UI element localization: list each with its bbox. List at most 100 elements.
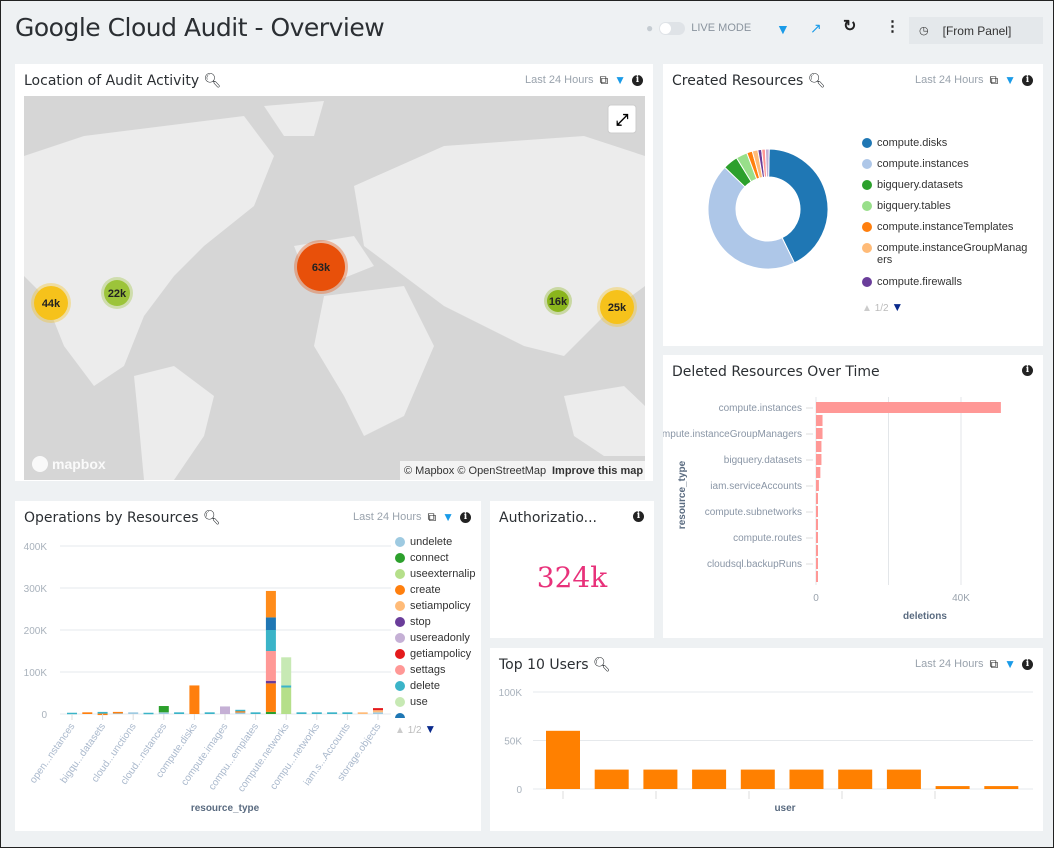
donut-slice[interactable]	[768, 148, 829, 264]
legend-item[interactable]: stop	[395, 616, 479, 632]
bar[interactable]	[935, 786, 970, 789]
bar-segment[interactable]	[143, 712, 154, 715]
legend-item[interactable]: compute.disks	[862, 137, 1032, 158]
donut-slice[interactable]	[764, 148, 770, 178]
bar-segment[interactable]	[67, 712, 77, 715]
bar-segment[interactable]	[311, 712, 322, 714]
legend-item[interactable]: getiampolicy	[395, 648, 479, 664]
legend-item[interactable]: undelete	[395, 536, 479, 552]
bar[interactable]	[740, 769, 775, 789]
bar-segment[interactable]	[97, 711, 108, 714]
map-cluster[interactable]	[600, 290, 634, 324]
bar[interactable]	[789, 769, 824, 789]
bar[interactable]	[594, 769, 629, 789]
bar-segment[interactable]	[82, 712, 93, 714]
legend-item[interactable]: useexternalip	[395, 568, 479, 584]
bar[interactable]	[984, 786, 1019, 789]
bar-segment[interactable]	[281, 685, 292, 688]
map-cluster[interactable]	[547, 290, 569, 312]
zoom-icon[interactable]: 🔍︎	[203, 510, 221, 526]
map[interactable]: ⤢ 44k 22k 63k 16k 25k © Mapbox © OpenStreetM…	[24, 96, 645, 480]
more-options-icon[interactable]: ⋮	[885, 18, 900, 35]
filter-icon[interactable]: ▼	[776, 21, 790, 37]
bar-segment[interactable]	[265, 590, 276, 618]
bar-segment[interactable]	[235, 711, 246, 714]
bar-segment[interactable]	[204, 712, 215, 714]
map-cluster[interactable]	[104, 280, 130, 306]
bar[interactable]	[692, 769, 727, 789]
legend-item[interactable]: setiampolicy	[395, 600, 479, 616]
bar-segment[interactable]	[158, 706, 169, 713]
live-mode-control[interactable]: ● LIVE MODE	[646, 21, 751, 35]
map-cluster[interactable]	[34, 286, 68, 320]
bar-segment[interactable]	[158, 712, 169, 714]
map-attribution[interactable]: © Mapbox © OpenStreetMap	[404, 465, 546, 477]
bar[interactable]	[838, 769, 873, 789]
bar-segment[interactable]	[373, 708, 383, 711]
filter-icon[interactable]: ▼	[614, 73, 626, 87]
legend-item[interactable]	[395, 712, 479, 718]
bar-segment[interactable]	[265, 617, 276, 630]
zoom-icon[interactable]: 🔍︎	[593, 657, 611, 673]
legend-item[interactable]: settags	[395, 664, 479, 680]
info-icon[interactable]: i	[1022, 365, 1033, 376]
legend-item[interactable]: bigquery.tables	[862, 200, 1032, 221]
info-icon[interactable]: i	[1022, 658, 1033, 670]
legend-item[interactable]: connect	[395, 552, 479, 568]
filter-icon[interactable]: ▼	[1004, 73, 1016, 87]
legend-pager[interactable]: ▲ 1/2 ▼	[395, 722, 437, 736]
bar-segment[interactable]	[373, 710, 383, 713]
filter-icon[interactable]: ▼	[442, 510, 454, 524]
bar-segment[interactable]	[265, 651, 276, 681]
live-mode-toggle[interactable]	[659, 21, 686, 35]
bar-segment[interactable]	[265, 630, 276, 651]
bar-segment[interactable]	[373, 712, 383, 714]
bar-segment[interactable]	[235, 709, 246, 712]
bar-segment[interactable]	[250, 712, 261, 714]
bar-segment[interactable]	[128, 712, 139, 714]
legend-pager[interactable]: ▲ 1/2 ▼	[862, 300, 904, 314]
copy-icon[interactable]: ⧉	[989, 657, 999, 671]
legend-item[interactable]: compute.firewalls	[862, 276, 1032, 297]
zoom-icon[interactable]: 🔍︎	[807, 73, 826, 89]
info-icon[interactable]: i	[632, 74, 643, 86]
bar-segment[interactable]	[281, 687, 292, 714]
copy-icon[interactable]: ⧉	[599, 73, 609, 87]
legend-item[interactable]: delete	[395, 680, 479, 696]
bar-segment[interactable]	[357, 712, 368, 714]
copy-icon[interactable]: ⧉	[989, 73, 999, 87]
legend-item[interactable]: bigquery.datasets	[862, 179, 1032, 200]
donut-slice[interactable]	[707, 166, 796, 270]
refresh-icon[interactable]: ↻	[843, 18, 857, 35]
bar-segment[interactable]	[265, 680, 276, 684]
legend-item[interactable]: compute.instanceGroupManagers	[862, 242, 1032, 276]
improve-map-link[interactable]: Improve this map	[552, 465, 643, 477]
legend-item[interactable]: use	[395, 696, 479, 712]
time-range-selector[interactable]: ◷ [From Panel]	[909, 17, 1043, 44]
bar-segment[interactable]	[281, 657, 292, 686]
map-cluster[interactable]	[297, 243, 345, 291]
bar-segment[interactable]	[112, 711, 123, 714]
legend-item[interactable]: create	[395, 584, 479, 600]
bar-segment[interactable]	[296, 712, 307, 714]
bar-segment[interactable]	[220, 706, 230, 714]
legend-item[interactable]: compute.instanceTemplates	[862, 221, 1032, 242]
bar[interactable]	[886, 769, 921, 789]
info-icon[interactable]: i	[1022, 74, 1033, 86]
info-icon[interactable]: i	[633, 511, 644, 522]
bar-segment[interactable]	[265, 683, 276, 712]
bar-segment[interactable]	[265, 711, 276, 714]
bar[interactable]	[643, 769, 678, 789]
copy-icon[interactable]: ⧉	[427, 510, 437, 524]
bar-segment[interactable]	[342, 712, 353, 714]
fullscreen-button[interactable]	[607, 104, 637, 134]
info-icon[interactable]: i	[460, 511, 471, 523]
legend-item[interactable]: usereadonly	[395, 632, 479, 648]
filter-icon[interactable]: ▼	[1004, 657, 1016, 671]
zoom-icon[interactable]: 🔍︎	[203, 73, 222, 89]
bar-segment[interactable]	[174, 712, 185, 714]
bar-segment[interactable]	[235, 711, 246, 713]
bar[interactable]	[546, 730, 580, 789]
share-icon[interactable]: ↗	[810, 20, 822, 36]
bar-segment[interactable]	[189, 685, 200, 714]
